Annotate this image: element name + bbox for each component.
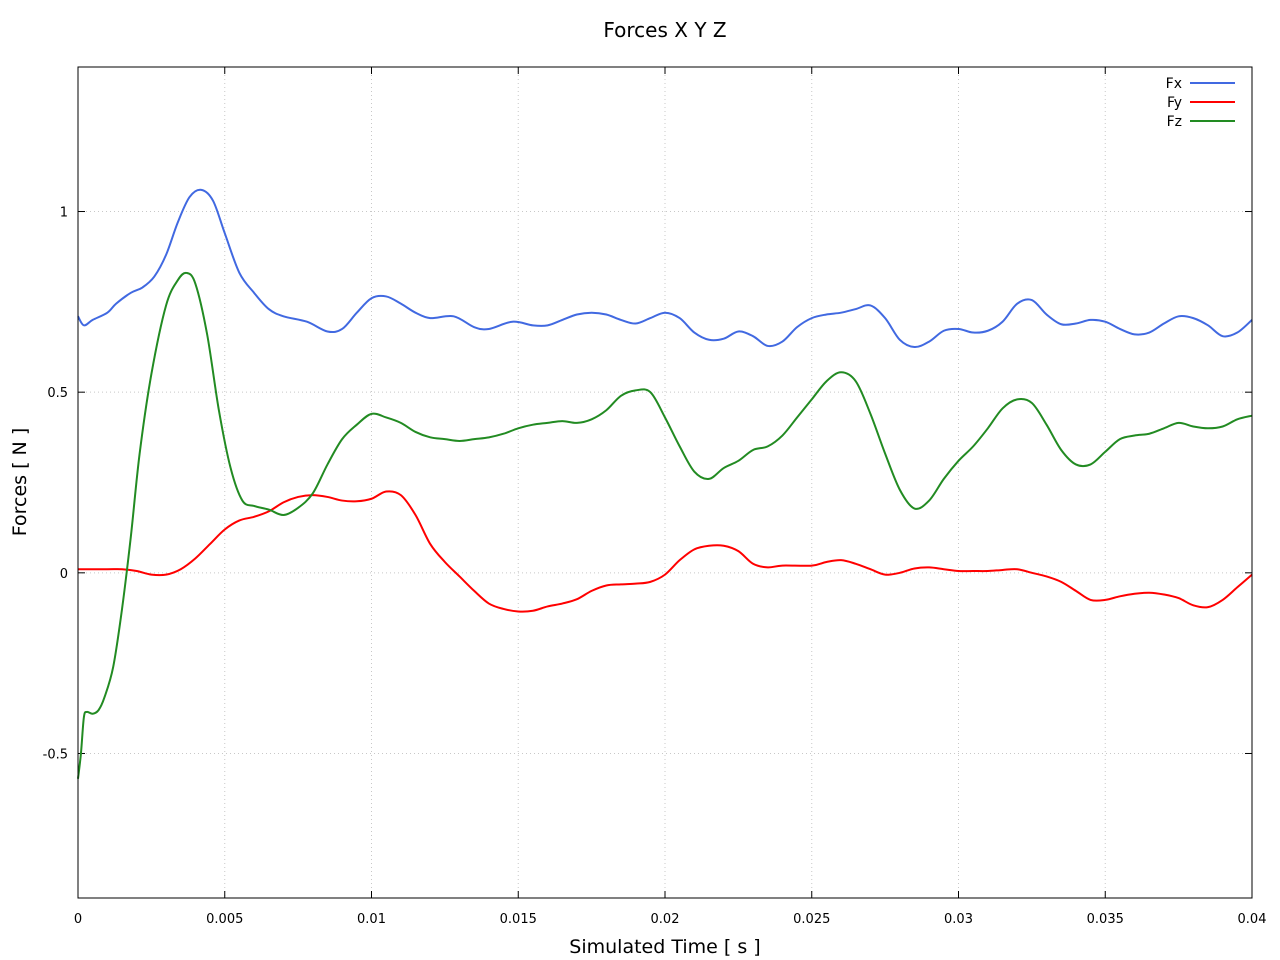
legend-label-fz: Fz	[1167, 114, 1182, 130]
x-tick-label: 0.035	[1087, 912, 1124, 927]
x-tick-label: 0.01	[357, 912, 386, 927]
legend-label-fx: Fx	[1166, 76, 1182, 92]
x-tick-label: 0.03	[944, 912, 973, 927]
legend-label-fy: Fy	[1167, 95, 1182, 111]
y-tick-label: 1	[60, 206, 68, 221]
plot-frame	[77, 66, 1253, 899]
series-lines	[77, 188, 1253, 779]
series-line-fy	[77, 490, 1253, 613]
x-axis-ticks: 0 0.005 0.01 0.015 0.02 0.025 0.03 0.035 0.04	[74, 67, 1267, 927]
y-axis-label: Forces [ N ]	[9, 428, 31, 536]
y-tick-label: 0	[60, 567, 68, 582]
legend: Fx Fy Fz	[1166, 76, 1235, 130]
y-tick-label: 0.5	[47, 386, 68, 401]
x-tick-label: 0.02	[651, 912, 680, 927]
x-axis-label: Simulated Time [ s ]	[569, 936, 760, 958]
y-tick-label: -0.5	[43, 747, 68, 762]
x-tick-label: 0.015	[500, 912, 537, 927]
chart-title: Forces X Y Z	[603, 18, 726, 42]
series-line-fz	[77, 271, 1253, 779]
x-tick-label: 0.005	[206, 912, 243, 927]
x-tick-label: 0	[74, 912, 82, 927]
x-tick-label: 0.04	[1238, 912, 1267, 927]
x-tick-label: 0.025	[793, 912, 830, 927]
grid-lines	[78, 67, 1252, 898]
series-line-fx	[77, 188, 1253, 349]
y-axis-ticks: -0.5 0 0.5 1	[43, 206, 1252, 762]
